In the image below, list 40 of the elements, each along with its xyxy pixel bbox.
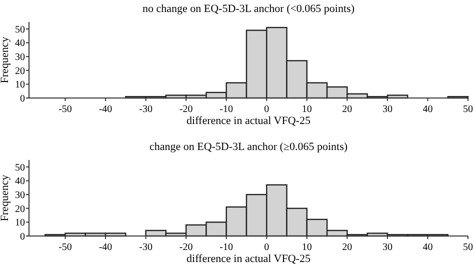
- y-tick-label: 30: [15, 52, 25, 64]
- x-tick-label: 30: [382, 104, 392, 115]
- y-tick-label: 50: [15, 24, 25, 36]
- chart-title: no change on EQ-5D-3L anchor (<0.065 points): [142, 3, 355, 15]
- x-tick-label: -20: [179, 104, 193, 115]
- x-tick-label: 0: [264, 104, 270, 115]
- y-tick-label: 30: [15, 190, 25, 202]
- y-tick-label: 0: [20, 232, 25, 242]
- y-tick-label: 40: [15, 38, 25, 50]
- x-tick-label: 0: [264, 242, 270, 253]
- x-tick-label: 50: [463, 104, 473, 115]
- x-tick-label: -30: [139, 104, 152, 115]
- x-tick-label: -20: [179, 242, 193, 253]
- x-tick-label: -40: [98, 104, 112, 115]
- y-tick-label: 50: [15, 162, 25, 174]
- y-tick-label: 0: [20, 94, 25, 104]
- x-axis-title: difference in actual VFQ-25: [186, 115, 311, 127]
- chart-title: change on EQ-5D-3L anchor (≥0.065 points): [149, 141, 348, 153]
- y-tick-label: 10: [15, 80, 25, 91]
- x-tick-label: -30: [139, 242, 152, 253]
- x-tick-label: 30: [382, 242, 392, 253]
- y-axis-title: Frequency: [0, 174, 11, 222]
- y-tick-label: 20: [15, 204, 25, 215]
- x-axis-title: difference in actual VFQ-25: [186, 253, 311, 265]
- x-tick-label: 10: [302, 242, 312, 253]
- x-tick-label: -40: [98, 242, 112, 253]
- x-tick-label: 40: [422, 242, 433, 253]
- y-tick-label: 20: [15, 66, 25, 77]
- x-tick-label: -50: [58, 242, 72, 253]
- x-tick-label: -50: [58, 104, 72, 115]
- x-tick-label: -10: [220, 242, 234, 253]
- y-tick-label: 10: [15, 218, 25, 229]
- x-tick-label: -10: [220, 104, 234, 115]
- x-tick-label: 20: [342, 242, 352, 253]
- y-tick-label: 40: [15, 176, 25, 188]
- y-axis-title: Frequency: [0, 36, 11, 84]
- x-tick-label: 20: [342, 104, 352, 115]
- x-tick-label: 40: [422, 104, 433, 115]
- x-tick-label: 50: [463, 242, 473, 253]
- x-tick-label: 10: [302, 104, 312, 115]
